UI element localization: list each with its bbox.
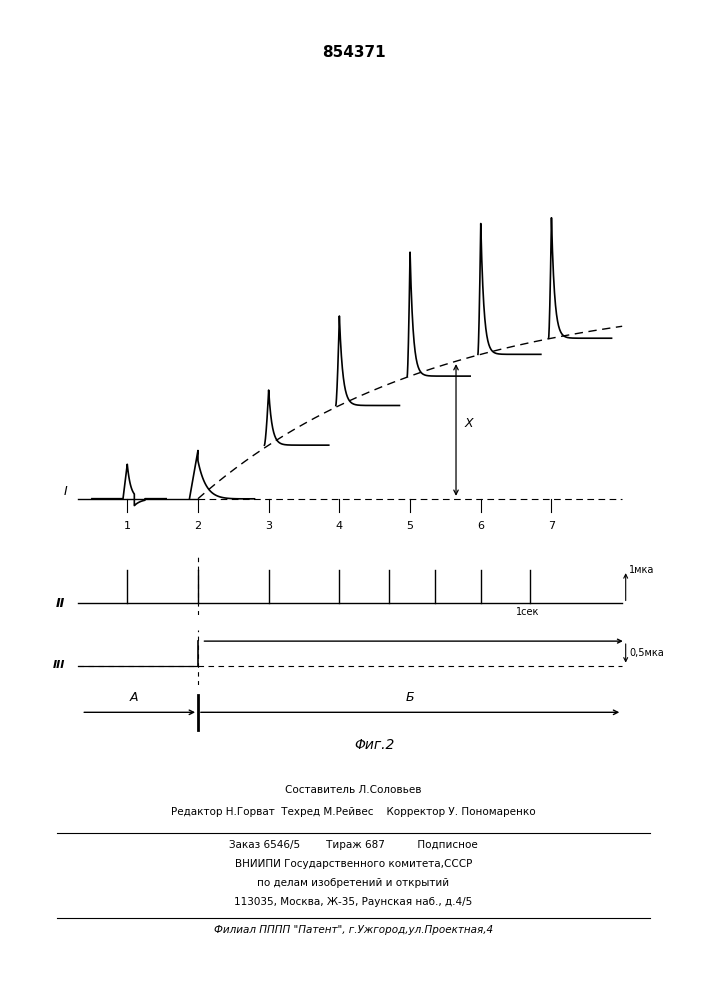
Text: 1сек: 1сек [516, 607, 539, 617]
Text: 1: 1 [124, 521, 131, 531]
Text: 0,5мка: 0,5мка [629, 648, 664, 658]
Text: 854371: 854371 [322, 45, 385, 60]
Text: A: A [130, 691, 139, 704]
Text: Б: Б [406, 691, 414, 704]
Text: Редактор Н.Горват  Техред М.Рейвес    Корректор У. Пономаренко: Редактор Н.Горват Техред М.Рейвес Коррек… [171, 807, 536, 817]
Text: III: III [52, 660, 65, 670]
Text: Филиал ПППП "Патент", г.Ужгород,ул.Проектная,4: Филиал ПППП "Патент", г.Ужгород,ул.Проек… [214, 925, 493, 935]
Text: 113035, Москва, Ж-35, Раунская наб., д.4/5: 113035, Москва, Ж-35, Раунская наб., д.4… [235, 897, 472, 907]
Text: II: II [56, 597, 65, 610]
Text: 5: 5 [407, 521, 414, 531]
Text: 6: 6 [477, 521, 484, 531]
Text: по делам изобретений и открытий: по делам изобретений и открытий [257, 878, 450, 888]
Text: Составитель Л.Соловьев: Составитель Л.Соловьев [285, 785, 422, 795]
Text: ВНИИПИ Государственного комитета,СССР: ВНИИПИ Государственного комитета,СССР [235, 859, 472, 869]
Text: X: X [464, 417, 473, 430]
Text: 2: 2 [194, 521, 201, 531]
Text: I: I [64, 485, 67, 498]
Text: 7: 7 [548, 521, 555, 531]
Text: Заказ 6546/5        Тираж 687          Подписное: Заказ 6546/5 Тираж 687 Подписное [229, 840, 478, 850]
Text: Φиг.2: Φиг.2 [354, 738, 395, 752]
Text: 1мка: 1мка [629, 565, 655, 575]
Text: 3: 3 [265, 521, 272, 531]
Text: 4: 4 [336, 521, 343, 531]
